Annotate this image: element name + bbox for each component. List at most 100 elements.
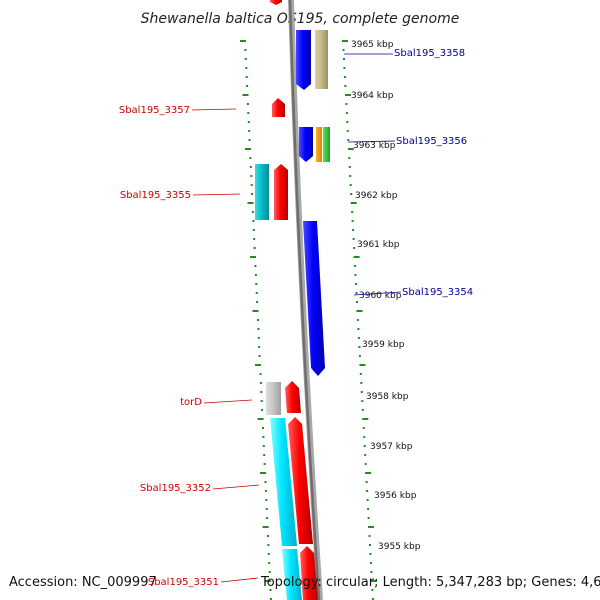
track-tick	[352, 238, 355, 240]
gene-sbal195-3351-cds	[282, 549, 302, 600]
track-tick	[265, 508, 268, 510]
track-tick	[356, 319, 359, 321]
gene-sbal195-3354	[303, 221, 325, 376]
track-tick	[354, 274, 357, 276]
genome-backbone-shade	[288, 0, 321, 600]
track-tick	[242, 94, 249, 96]
kbp-label: 3957 kbp	[370, 442, 413, 452]
track-tick	[366, 490, 369, 492]
track-tick	[369, 553, 372, 555]
track-tick	[261, 409, 264, 411]
gene-label-sbal195-3357: Sbal195_3357	[119, 105, 190, 116]
track-tick	[265, 580, 272, 582]
gene-label-sbal195-3352: Sbal195_3352	[140, 483, 211, 494]
track-tick	[254, 274, 257, 276]
track-tick	[250, 184, 253, 186]
track-tick	[254, 265, 257, 267]
gene-tord	[285, 381, 301, 413]
track-tick	[363, 445, 366, 447]
track-tick	[344, 94, 351, 96]
kbp-label: 3963 kbp	[353, 141, 396, 151]
track-tick	[370, 580, 377, 582]
leader-sbal195-3355	[192, 193, 241, 196]
track-tick	[247, 112, 250, 114]
gene-labels: Sbal195_3358 Sbal195_3357 Sbal195_3356 S…	[119, 48, 473, 494]
gene-sbal195-3352	[288, 417, 313, 544]
track-tick	[370, 562, 372, 564]
leader-sbal195-3354	[353, 291, 402, 296]
track-tick	[257, 418, 264, 420]
track-tick	[249, 157, 252, 159]
track-tick	[258, 346, 261, 348]
track-tick	[260, 400, 263, 402]
topology-text: Topology: circular; Length: 5,347,283 bp…	[260, 575, 600, 590]
track-tick	[247, 121, 250, 123]
gene-label-tord: torD	[180, 397, 202, 408]
track-tick	[250, 175, 253, 177]
track-tick	[362, 418, 369, 420]
kbp-label: 3964 kbp	[351, 91, 394, 101]
track-tick	[252, 220, 255, 222]
track-tick	[265, 499, 268, 501]
track-tick	[259, 373, 262, 375]
track-tick	[347, 148, 354, 150]
track-tick	[346, 130, 349, 132]
gene-sbal195-3351	[300, 546, 318, 600]
gene-sbal195-3358	[296, 30, 311, 90]
track-tick	[351, 211, 354, 213]
kbp-label: 3956 kbp	[374, 491, 417, 501]
track-tick	[262, 445, 265, 447]
track-tick	[249, 166, 252, 168]
track-tick	[246, 85, 249, 87]
gene-sbal195-3352-cds	[270, 418, 297, 546]
track-tick	[250, 256, 256, 258]
track-tick	[342, 49, 345, 51]
track-tick	[362, 427, 365, 429]
track-tick	[361, 409, 364, 411]
track-tick	[348, 166, 351, 168]
leader-sbal195-3351	[220, 577, 259, 583]
track-tick	[365, 481, 368, 483]
track-tick	[255, 283, 258, 285]
track-tick	[245, 148, 251, 150]
track-tick	[255, 292, 258, 294]
track-tick	[359, 364, 366, 366]
track-tick	[357, 337, 360, 339]
gene-sbal195-3358-cds	[315, 30, 328, 89]
track-tick	[359, 373, 362, 375]
track-tick	[258, 355, 261, 357]
track-tick	[364, 463, 367, 465]
track-tick	[360, 391, 363, 393]
track-tick	[353, 256, 360, 258]
track-tick	[342, 40, 348, 42]
track-tick	[371, 598, 374, 600]
track-tick	[344, 85, 347, 87]
track-tick	[357, 328, 360, 330]
track-tick	[247, 202, 254, 204]
track-tick	[343, 58, 345, 60]
track-tick	[369, 544, 371, 546]
kbp-label: 3955 kbp	[378, 542, 421, 552]
kbp-label: 3962 kbp	[355, 191, 398, 201]
track-tick	[244, 49, 247, 51]
track-tick	[266, 517, 269, 519]
track-tick	[343, 67, 346, 69]
kbp-scale: 3965 kbp 3964 kbp 3963 kbp 3962 kbp 3961…	[351, 40, 421, 552]
gene-label-sbal195-3351: Sbal195_3351	[148, 577, 219, 588]
gene-label-sbal195-3354: Sbal195_3354	[402, 287, 473, 298]
track-tick	[257, 328, 260, 330]
track-tick	[251, 211, 254, 213]
track-tick	[345, 103, 348, 105]
track-tick	[370, 571, 373, 573]
track-tick	[262, 526, 269, 528]
track-tick	[364, 454, 367, 456]
track-tick	[245, 67, 248, 69]
track-tick	[361, 400, 364, 402]
track-tick	[263, 463, 266, 465]
gene-features	[255, 0, 330, 600]
leader-sbal195-3357	[191, 108, 237, 111]
map-title: Shewanella baltica OS195, complete genom…	[141, 11, 460, 27]
track-tick	[350, 193, 353, 195]
track-tick	[355, 283, 357, 285]
